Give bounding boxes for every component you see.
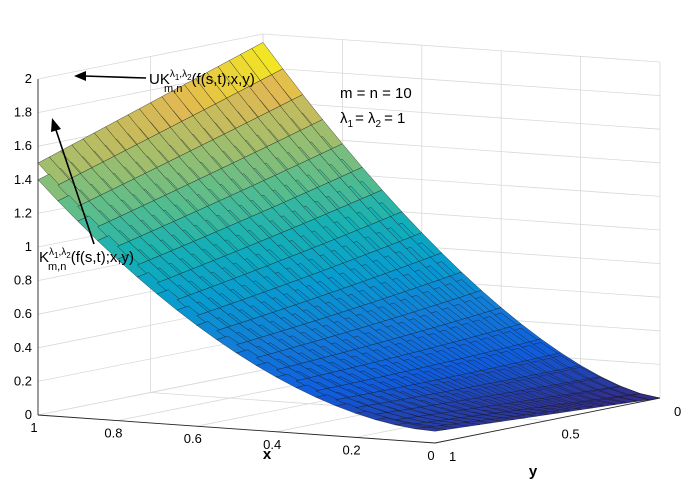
k-label-main: K [39, 249, 49, 266]
z-tick-label-10: 2 [25, 71, 32, 86]
lambda2-part: = λ [355, 110, 376, 127]
k-label-sup-a-sub: 1 [54, 251, 59, 260]
z-tick-label-2: 0.4 [14, 340, 32, 355]
uk-label-subscript: m,n [164, 83, 182, 95]
k-surface-label: Kλ1,λ2(f(s,t);x,y) [39, 247, 134, 266]
lambda1-subscript: 1 [348, 119, 354, 130]
lambda-value: = 1 [384, 110, 405, 127]
z-tick-label-1: 0.2 [14, 373, 32, 388]
z-tick-label-7: 1.4 [14, 172, 32, 187]
k-label-rest: (f(s,t);x,y) [71, 249, 134, 266]
y-tick-label-2: 1 [449, 449, 456, 464]
y-tick-label-1: 0.5 [562, 427, 580, 442]
y-axis-label: y [529, 463, 538, 480]
uk-surface-label: UKλ1,λ2(f(s,t);x,y) [149, 69, 255, 88]
x-tick-label-3: 0.6 [184, 431, 202, 446]
uk-label-sup-b-sub: 2 [187, 73, 192, 82]
y-axis-line [434, 397, 661, 444]
k-arrow-line [55, 129, 95, 245]
y-tick-label-0: 0 [674, 404, 681, 419]
x-tick-label-1: 0.2 [343, 442, 361, 457]
x-tick-label-2: 0.4 [263, 437, 281, 452]
params-annotation-line2: λ1 = λ2 = 1 [340, 110, 405, 130]
surface-UK-facet-0-19 [415, 422, 447, 427]
z-tick-label-6: 1.2 [14, 205, 32, 220]
uk-label-sup-comma: , [179, 69, 182, 80]
uk-label-sup-b: λ [182, 69, 187, 80]
uk-arrow-head [74, 71, 86, 81]
z-tick-label-0: 0 [25, 407, 32, 422]
lambda1-symbol: λ [340, 110, 348, 127]
z-gridline-10 [37, 33, 661, 80]
lambda2-subscript: 2 [376, 119, 382, 130]
z-tick-label-8: 1.6 [14, 138, 32, 153]
uk-arrow-line [83, 75, 147, 79]
z-tick-label-9: 1.8 [14, 105, 32, 120]
x-tick-label-4: 0.8 [104, 426, 122, 441]
params-annotation-line1: m = n = 10 [340, 85, 412, 102]
x-axis-line [37, 414, 436, 444]
x-tick-label-5: 1 [30, 420, 37, 435]
uk-label-sup-a: λ [170, 69, 175, 80]
k-label-sup-comma: , [58, 247, 61, 258]
x-tick-label-0: 0 [427, 448, 434, 463]
k-label-sup-a: λ [49, 247, 54, 258]
surface-layer [37, 42, 661, 432]
uk-label-main: UK [149, 71, 170, 88]
k-label-sup-b-sub: 2 [66, 251, 71, 260]
z-tick-label-4: 0.8 [14, 273, 32, 288]
k-label-subscript: m,n [48, 261, 66, 273]
x-axis-label: x [263, 446, 272, 463]
uk-label-sup-a-sub: 1 [175, 73, 180, 82]
k-label-sup-b: λ [61, 247, 66, 258]
z-tick-label-5: 1 [25, 239, 32, 254]
uk-label-rest: (f(s,t);x,y) [192, 71, 255, 88]
k-arrow-head [51, 118, 61, 132]
surface-K-facet-0-19 [415, 426, 447, 432]
z-tick-label-3: 0.6 [14, 306, 32, 321]
tick-layer: 0 0.2 0.4 0.6 0.8 1 1.2 1.4 1.6 1.8 2 0 0.2 0.4 0.6 0.8… [14, 71, 681, 464]
